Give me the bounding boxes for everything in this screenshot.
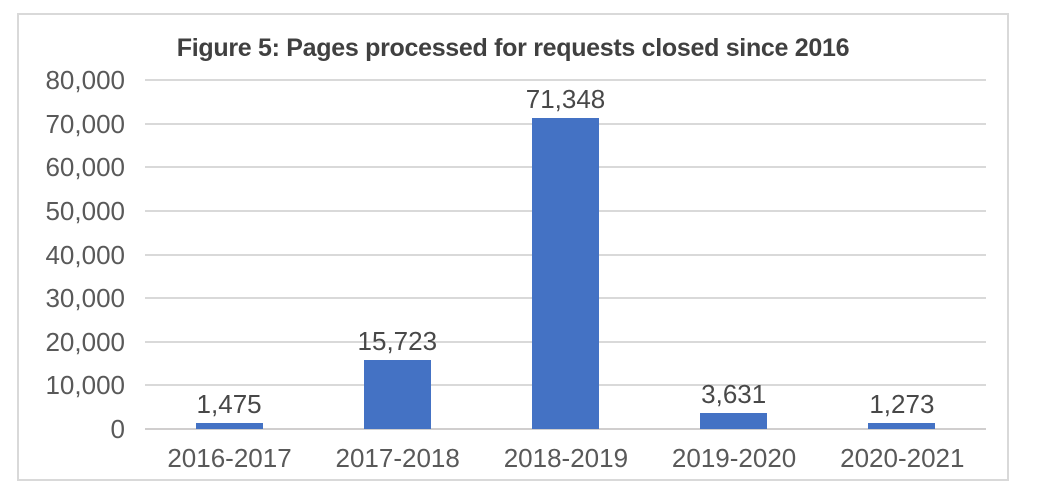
- y-axis-tick-label: 0: [110, 414, 125, 444]
- y-axis-tick-label: 40,000: [45, 239, 125, 270]
- y-axis-tick-label: 10,000: [45, 370, 125, 401]
- bar-value-label: 71,348: [525, 83, 606, 114]
- x-axis-category-label: 2019-2020: [671, 443, 797, 473]
- y-axis-tick-label: 80,000: [45, 65, 125, 95]
- bar: [700, 413, 768, 429]
- bar-value-label: 1,273: [869, 389, 935, 420]
- y-axis-tick-label: 30,000: [45, 283, 125, 314]
- x-axis-category-label: 2017-2018: [335, 443, 460, 473]
- y-axis-tick-label: 70,000: [45, 108, 125, 139]
- y-axis-tick-label: 60,000: [45, 152, 125, 183]
- bar: [195, 422, 263, 429]
- bar-value-label: 1,475: [196, 388, 262, 419]
- chart-title: Figure 5: Pages processed for requests c…: [176, 34, 850, 62]
- x-axis-category-label: 2020-2021: [840, 443, 965, 473]
- x-axis-line: [145, 428, 986, 430]
- x-axis-category-label: 2016-2017: [167, 443, 292, 473]
- bar: [868, 423, 936, 429]
- bar-value-label: 3,631: [701, 379, 767, 410]
- x-axis-category-label: 2018-2019: [503, 443, 629, 473]
- y-axis-tick-label: 50,000: [45, 195, 125, 226]
- gridline: [145, 79, 986, 81]
- plot-area: 1,475 15,723 71,348 3,631 1,273: [145, 79, 986, 430]
- bar-chart: Figure 5: Pages processed for requests c…: [17, 13, 1009, 481]
- y-axis-tick-label: 20,000: [45, 326, 125, 357]
- bar-value-label: 15,723: [357, 326, 438, 357]
- bar: [363, 360, 431, 429]
- bar: [532, 117, 599, 429]
